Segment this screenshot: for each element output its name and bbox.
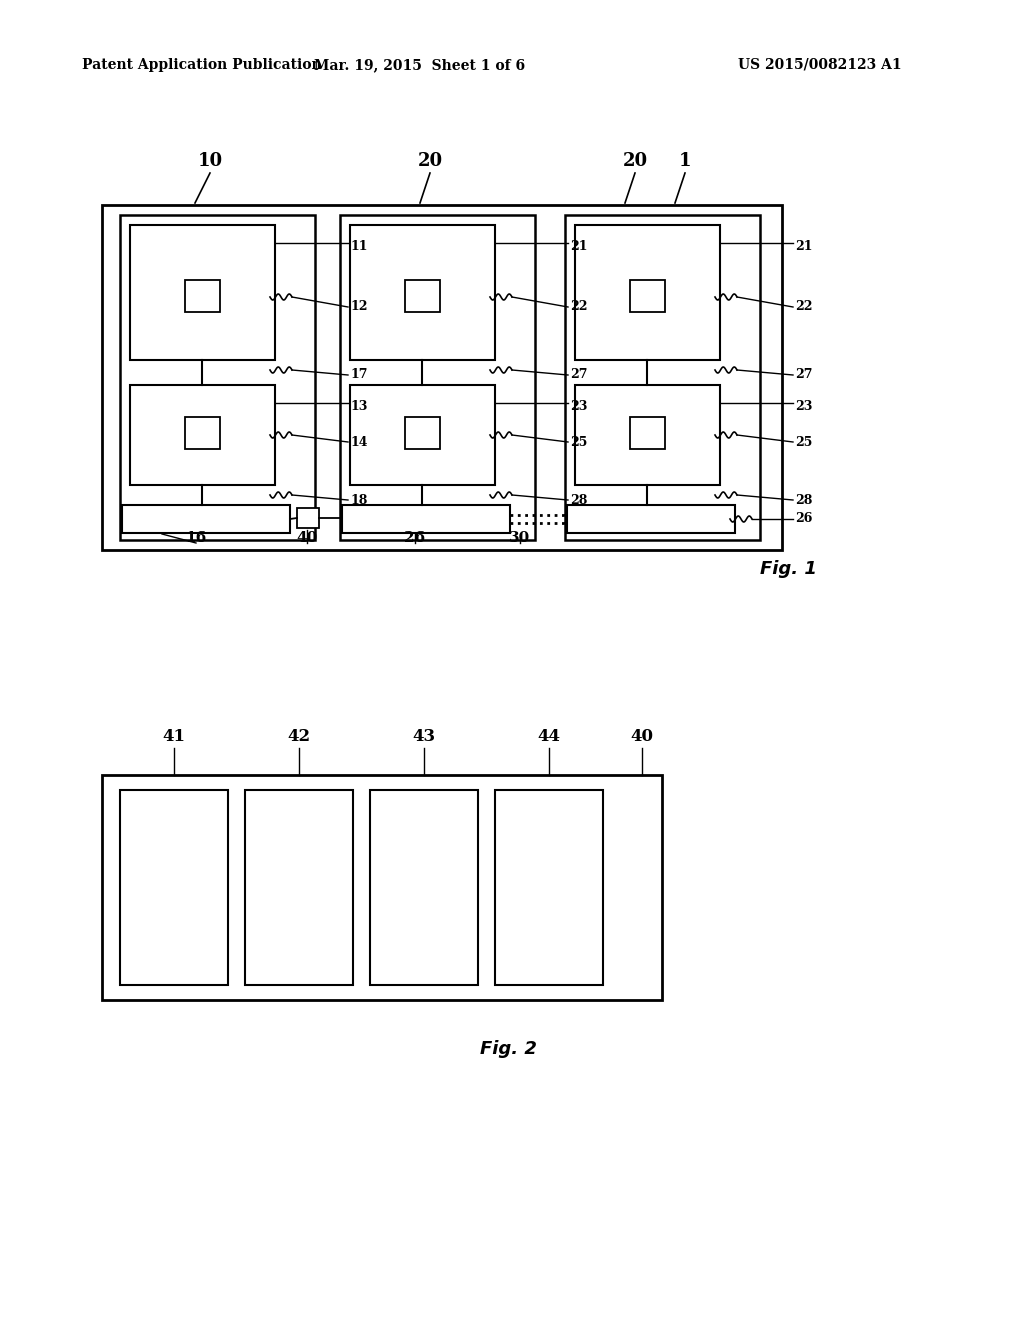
Bar: [575, 385, 720, 484]
Bar: [565, 215, 760, 540]
Text: Patent Application Publication: Patent Application Publication: [82, 58, 322, 73]
Text: 10: 10: [198, 152, 222, 170]
Text: 18: 18: [350, 494, 368, 507]
Bar: [185, 280, 220, 312]
Bar: [130, 224, 275, 360]
Text: 27: 27: [570, 368, 588, 381]
Bar: [567, 506, 735, 533]
Bar: [122, 506, 290, 533]
Bar: [370, 789, 478, 985]
Bar: [297, 508, 319, 528]
Text: 41: 41: [163, 729, 185, 744]
Text: 20: 20: [623, 152, 647, 170]
Text: 16: 16: [185, 531, 207, 545]
Text: 20: 20: [418, 152, 442, 170]
Text: 40: 40: [296, 531, 317, 545]
Text: 26: 26: [795, 512, 812, 525]
Text: 21: 21: [795, 240, 812, 253]
Text: 27: 27: [795, 368, 812, 381]
Bar: [495, 789, 603, 985]
Bar: [350, 224, 495, 360]
Text: 21: 21: [570, 240, 588, 253]
Text: 26: 26: [404, 531, 426, 545]
Bar: [102, 205, 782, 550]
Text: 22: 22: [795, 301, 812, 314]
Text: 28: 28: [795, 494, 812, 507]
Text: 1: 1: [679, 152, 691, 170]
Bar: [630, 417, 665, 449]
Bar: [575, 224, 720, 360]
Text: 11: 11: [350, 240, 368, 253]
Bar: [120, 789, 228, 985]
Bar: [406, 280, 440, 312]
Bar: [406, 417, 440, 449]
Text: 13: 13: [350, 400, 368, 413]
Text: Mar. 19, 2015  Sheet 1 of 6: Mar. 19, 2015 Sheet 1 of 6: [314, 58, 525, 73]
Text: 42: 42: [288, 729, 310, 744]
Text: 44: 44: [538, 729, 560, 744]
Text: 28: 28: [570, 494, 588, 507]
Text: 25: 25: [570, 436, 588, 449]
Bar: [120, 215, 315, 540]
Bar: [342, 506, 510, 533]
Text: Fig. 1: Fig. 1: [760, 560, 817, 578]
Text: 17: 17: [350, 368, 368, 381]
Bar: [102, 775, 662, 1001]
Bar: [130, 385, 275, 484]
Text: 40: 40: [631, 729, 653, 744]
Text: 12: 12: [350, 301, 368, 314]
Text: 25: 25: [795, 436, 812, 449]
Text: 14: 14: [350, 436, 368, 449]
Bar: [185, 417, 220, 449]
Bar: [630, 280, 665, 312]
Text: 22: 22: [570, 301, 588, 314]
Text: 30: 30: [509, 531, 530, 545]
Text: 23: 23: [570, 400, 588, 413]
Text: 43: 43: [413, 729, 435, 744]
Text: 23: 23: [795, 400, 812, 413]
Bar: [340, 215, 535, 540]
Text: US 2015/0082123 A1: US 2015/0082123 A1: [738, 58, 902, 73]
Text: Fig. 2: Fig. 2: [480, 1040, 537, 1059]
Bar: [245, 789, 353, 985]
Bar: [350, 385, 495, 484]
